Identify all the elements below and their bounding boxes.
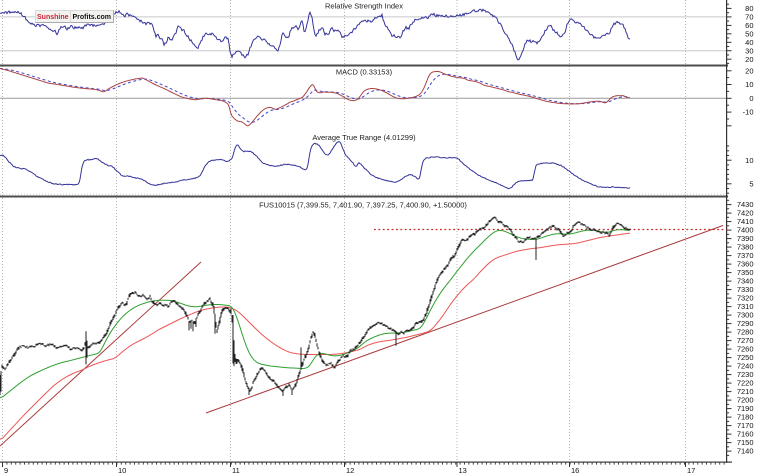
- svg-text:7260: 7260: [737, 345, 754, 354]
- svg-text:7270: 7270: [737, 336, 754, 345]
- svg-text:MACD (0.33153): MACD (0.33153): [336, 68, 393, 77]
- svg-text:7410: 7410: [737, 217, 754, 226]
- svg-text:50: 50: [745, 29, 753, 38]
- svg-text:7210: 7210: [737, 387, 754, 396]
- svg-text:70: 70: [745, 13, 753, 22]
- svg-text:FUS10015 (7,399.55, 7,401.90,: FUS10015 (7,399.55, 7,401.90, 7,397.25, …: [259, 201, 467, 210]
- svg-text:10: 10: [745, 156, 753, 165]
- svg-text:17: 17: [687, 466, 695, 475]
- svg-text:7330: 7330: [737, 285, 754, 294]
- svg-text:Relative Strength Index: Relative Strength Index: [325, 2, 403, 11]
- svg-text:7390: 7390: [737, 234, 754, 243]
- svg-text:7420: 7420: [737, 209, 754, 218]
- svg-text:7240: 7240: [737, 362, 754, 371]
- svg-text:16: 16: [571, 466, 579, 475]
- svg-text:7280: 7280: [737, 328, 754, 337]
- svg-text:7300: 7300: [737, 311, 754, 320]
- svg-text:7230: 7230: [737, 370, 754, 379]
- svg-text:10: 10: [118, 466, 126, 475]
- svg-text:7170: 7170: [737, 421, 754, 430]
- svg-text:7140: 7140: [737, 447, 754, 456]
- svg-text:7160: 7160: [737, 430, 754, 439]
- svg-text:0: 0: [749, 94, 753, 103]
- svg-text:20: 20: [745, 55, 753, 64]
- svg-text:7360: 7360: [737, 260, 754, 269]
- svg-text:7430: 7430: [737, 200, 754, 209]
- svg-text:7250: 7250: [737, 353, 754, 362]
- svg-text:7340: 7340: [737, 277, 754, 286]
- svg-text:7370: 7370: [737, 251, 754, 260]
- svg-text:-10: -10: [743, 108, 754, 117]
- svg-text:13: 13: [459, 466, 467, 475]
- svg-text:7180: 7180: [737, 413, 754, 422]
- svg-text:7320: 7320: [737, 294, 754, 303]
- svg-text:9: 9: [4, 466, 8, 475]
- svg-text:12: 12: [346, 466, 354, 475]
- svg-text:20: 20: [745, 66, 753, 75]
- svg-text:7220: 7220: [737, 379, 754, 388]
- svg-text:11: 11: [232, 466, 240, 475]
- svg-text:80: 80: [745, 4, 753, 13]
- svg-text:7290: 7290: [737, 319, 754, 328]
- svg-text:7310: 7310: [737, 302, 754, 311]
- svg-text:Average True Range (4.01299): Average True Range (4.01299): [312, 133, 416, 142]
- svg-text:10: 10: [745, 80, 753, 89]
- svg-text:5: 5: [749, 179, 753, 188]
- svg-text:7190: 7190: [737, 404, 754, 413]
- svg-text:30: 30: [745, 46, 753, 55]
- svg-text:40: 40: [745, 38, 753, 47]
- svg-text:7400: 7400: [737, 226, 754, 235]
- svg-text:7380: 7380: [737, 243, 754, 252]
- svg-text:7150: 7150: [737, 438, 754, 447]
- svg-text:60: 60: [745, 21, 753, 30]
- svg-text:7350: 7350: [737, 268, 754, 277]
- svg-text:7200: 7200: [737, 396, 754, 405]
